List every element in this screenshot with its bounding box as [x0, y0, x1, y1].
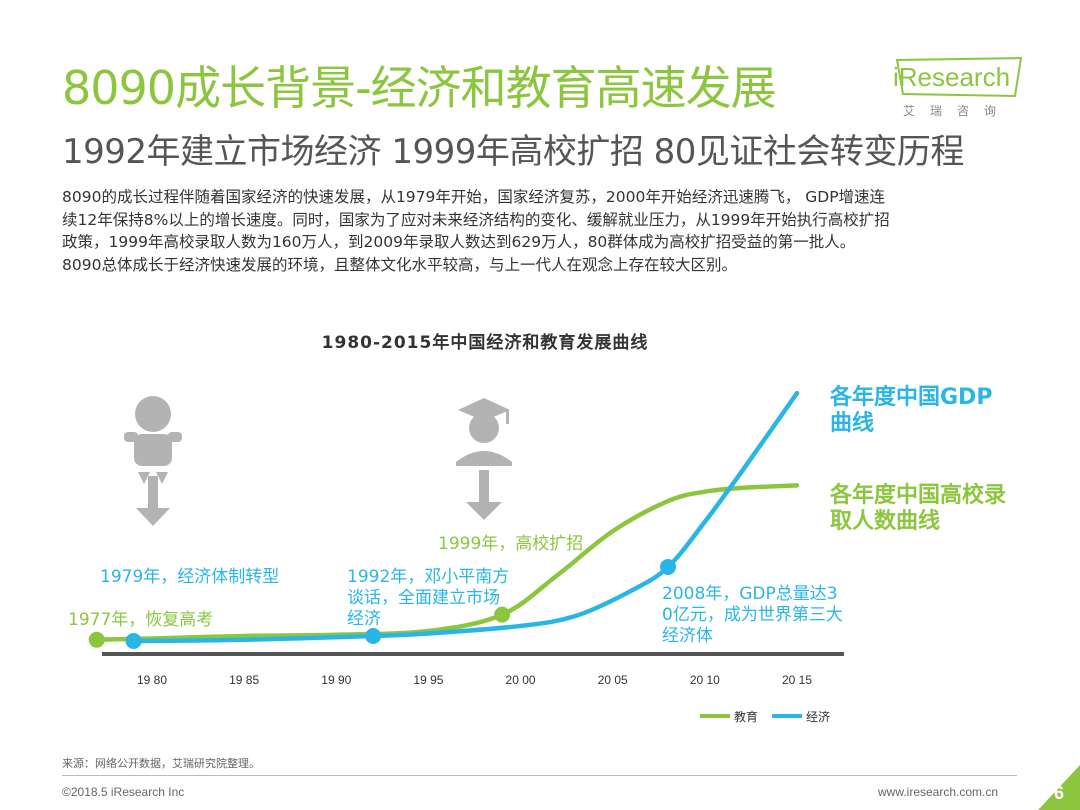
iresearch-logo: iResearch 艾瑞咨询 [893, 56, 1023, 126]
page-number: 6 [1054, 783, 1065, 803]
event-label: 经济体 [662, 626, 713, 646]
logo-subtext: 艾瑞咨询 [903, 104, 1012, 118]
x-tick-label: 20 10 [690, 673, 720, 687]
logo-shape [895, 56, 1023, 98]
website-link[interactable]: www.iresearch.com.cn [878, 785, 999, 799]
logo-text: iResearch [893, 62, 1011, 92]
event-label: 2008年，GDP总量达3 [662, 584, 838, 604]
curve-label: 各年度中国高校录 [829, 482, 1006, 508]
copyright-text: ©2018.5 iResearch Inc [62, 785, 185, 799]
event-label: 1999年，高校扩招 [438, 534, 583, 554]
page-corner-shape [1038, 765, 1080, 810]
event-label: 1979年，经济体制转型 [100, 567, 279, 587]
page-title: 8090成长背景-经济和教育高速发展 [62, 61, 777, 115]
body-paragraph: 8090的成长过程伴随着国家经济的快速发展，从1979年开始，国家经济复苏，20… [62, 186, 1028, 276]
legend-label: 经济 [806, 709, 830, 724]
source-note: 来源：网络公开数据，艾瑞研究院整理。 [62, 757, 260, 770]
economy-series-line [131, 390, 800, 644]
legend-label: 教育 [734, 709, 758, 724]
event-label: 谈话，全面建立市场 [347, 588, 500, 608]
curve-label: 曲线 [830, 410, 874, 436]
x-tick-label: 19 90 [321, 673, 351, 687]
chart-title: 1980-2015年中国经济和教育发展曲线 [321, 333, 649, 353]
event-label: 0亿元，成为世界第三大 [662, 605, 843, 625]
x-tick-label: 20 00 [506, 673, 536, 687]
x-tick-label: 19 95 [413, 673, 443, 687]
event-label: 1977年，恢复高考 [68, 610, 213, 630]
graduate-icon [456, 398, 512, 520]
body-line: 续12年保持8%以上的增长速度。同时，国家为了应对未来经济结构的变化、缓解就业压… [62, 210, 890, 229]
event-marker [660, 558, 676, 575]
body-line: 政策，1999年高校录取人数为160万人，到2009年录取人数达到629万人，8… [62, 233, 856, 251]
x-tick-label: 20 15 [782, 673, 812, 687]
x-tick-label: 19 85 [229, 673, 259, 687]
event-marker [88, 631, 105, 648]
x-tick-label: 20 05 [598, 673, 628, 687]
event-marker [494, 606, 511, 623]
curve-label: 各年度中国GDP [829, 384, 992, 410]
body-line: 8090的成长过程伴随着国家经济的快速发展，从1979年开始，国家经济复苏，20… [62, 188, 886, 206]
event-marker [125, 633, 142, 649]
curve-label: 取人数曲线 [830, 508, 940, 534]
event-label: 1992年，邓小平南方 [347, 567, 509, 587]
x-tick-label: 19 80 [137, 673, 167, 687]
event-marker [365, 627, 382, 644]
body-line: 8090总体成长于经济快速发展的环境，且整体文化水平较高，与上一代人在观念上存在… [62, 255, 737, 274]
footer-divider [62, 775, 1017, 776]
event-label: 经济 [347, 609, 381, 629]
education-series-line [94, 483, 800, 642]
page-subtitle: 1992年建立市场经济 1999年高校扩招 80见证社会转变历程 [62, 132, 964, 172]
baby-icon [124, 396, 182, 526]
